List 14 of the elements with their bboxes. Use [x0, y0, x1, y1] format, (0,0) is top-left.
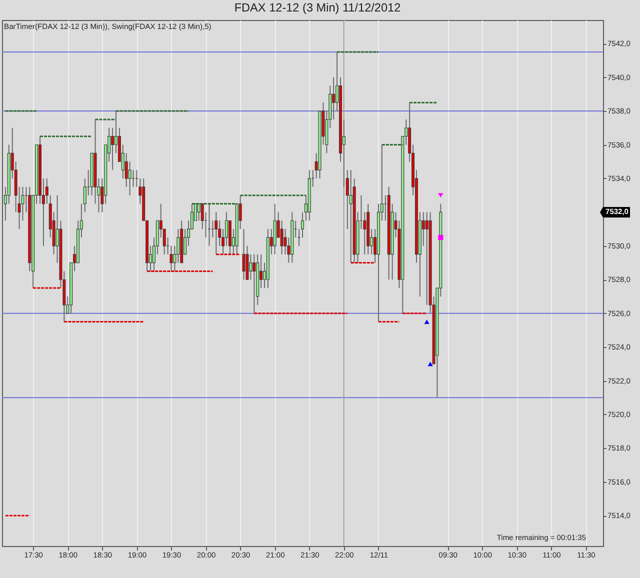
candlestick — [332, 76, 336, 120]
point — [428, 362, 433, 366]
candlestick — [111, 127, 114, 171]
chart-title: FDAX 12-12 (3 Min) 11/12/2012 — [234, 0, 401, 15]
candlestick — [280, 220, 284, 255]
candlestick — [128, 161, 132, 196]
point — [438, 234, 444, 240]
point — [438, 193, 444, 198]
candlestick — [249, 254, 252, 280]
candlestick — [349, 170, 352, 264]
point — [424, 320, 430, 324]
candlestick — [242, 228, 246, 280]
candlestick — [197, 203, 200, 222]
candlestick — [425, 212, 428, 306]
